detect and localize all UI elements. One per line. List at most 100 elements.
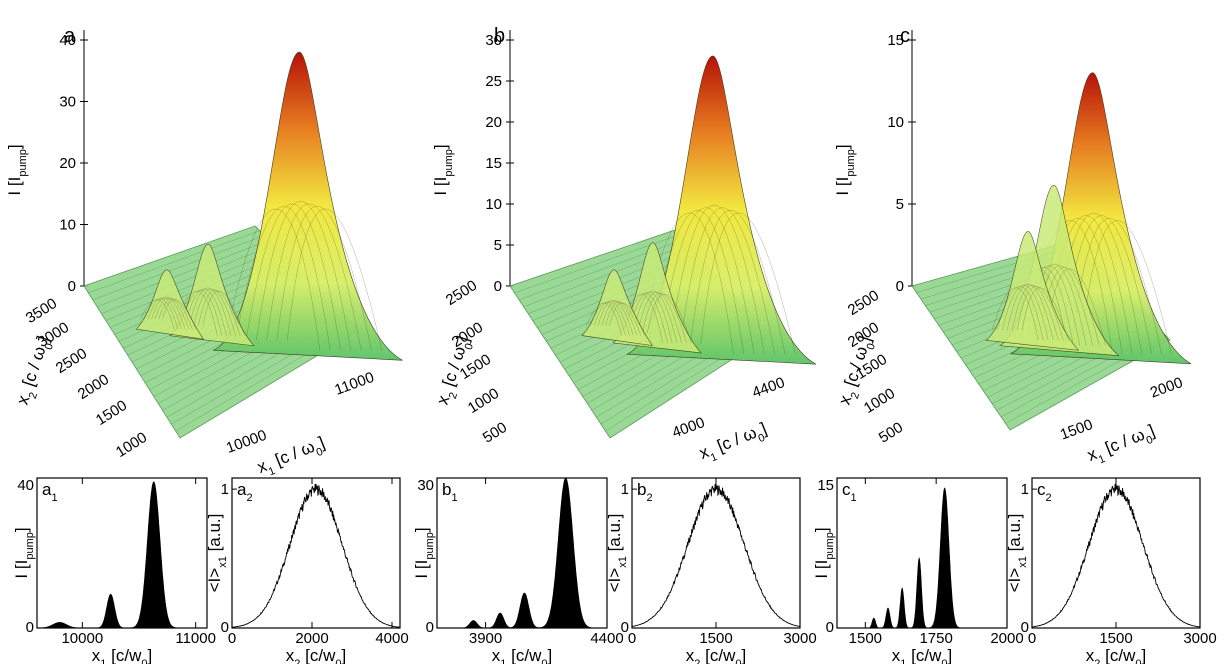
- panel-label: c2: [1037, 480, 1052, 504]
- x-tick-label: 4000: [375, 630, 408, 647]
- x-tick-label: 0: [228, 630, 236, 647]
- x1-axis-label: x1 [c / ω0]: [1085, 421, 1160, 470]
- surface-ridge: [642, 293, 687, 343]
- panel-label: b: [494, 25, 505, 47]
- x-axis-label: x1 [c/w0]: [492, 646, 552, 664]
- x1-tick-label: 10000: [224, 427, 269, 457]
- z-tick-label: 0: [896, 278, 904, 295]
- x-tick-label: 10000: [61, 630, 103, 647]
- x1-tick-label: 11000: [332, 369, 376, 399]
- x-tick-label: 1750: [919, 630, 952, 647]
- surface-ridge: [637, 291, 682, 343]
- panel-label: c1: [842, 480, 857, 504]
- surface-ridge: [198, 290, 241, 336]
- z-tick-label: 10: [59, 217, 76, 234]
- surface-ridge: [593, 301, 630, 336]
- x1-tick-label: 4000: [670, 414, 707, 441]
- y-axis-label: <I>x1 [a.u.]: [1005, 514, 1029, 593]
- surface-ridge: [147, 297, 182, 330]
- profile-line: [231, 483, 401, 628]
- surface-ridge: [597, 300, 634, 336]
- x1-tick-label: 4400: [750, 374, 787, 401]
- z-tick-label: 30: [59, 94, 76, 111]
- y-tick-label: 0: [1021, 619, 1029, 636]
- x-tick-label: 2000: [295, 630, 328, 647]
- surface-ridge: [605, 302, 642, 336]
- z-tick-label: 5: [896, 196, 904, 213]
- x-axis-label: x1 [c/w0]: [892, 646, 952, 664]
- surface-gridline: [523, 244, 689, 307]
- y-axis-label: <I>x1 [a.u.]: [205, 514, 229, 593]
- surface-gridline: [88, 230, 260, 294]
- surface-ridge: [184, 288, 227, 336]
- z-tick-label: 40: [59, 32, 76, 49]
- z-tick-label: 15: [485, 155, 502, 172]
- x-tick-label: 1500: [849, 630, 882, 647]
- surface-ridge: [202, 291, 245, 336]
- x1-tick-label: 1500: [1058, 416, 1095, 443]
- y-tick-label: 0: [426, 619, 434, 636]
- surface-ridge: [601, 301, 638, 336]
- y-tick-label: 1: [221, 481, 229, 498]
- z-tick-label: 0: [494, 278, 502, 295]
- x-tick-label: 0: [628, 630, 636, 647]
- y-tick-label: 15: [817, 477, 834, 494]
- z-tick-label: 10: [485, 196, 502, 213]
- plot-frame: [631, 477, 801, 629]
- surface-peak: [581, 269, 654, 346]
- y-tick-label: 1: [621, 481, 629, 498]
- x2-tick-label: 3500: [23, 295, 60, 327]
- surface-gridline: [92, 235, 265, 301]
- plot-frame: [436, 477, 608, 629]
- x-axis-label: x2 [c/w0]: [286, 646, 346, 664]
- surface-gridline: [105, 249, 279, 321]
- profile-panel-c2: 0 1500 3000 0 1 c2 x2 [c/w0] <I>x1 [a.u.]: [1005, 477, 1217, 664]
- profile-line: [1031, 483, 1201, 628]
- profile-panel-a1: 10000 11000 0 40 a1 x1 [c/w0] I [Ipump]: [12, 477, 216, 664]
- y-tick-label: 0: [221, 619, 229, 636]
- z-tick-label: 25: [485, 73, 502, 90]
- profile-area: [437, 477, 607, 629]
- x2-tick-label: 500: [876, 419, 906, 447]
- x2-tick-label: 2000: [75, 371, 112, 403]
- panel-label: b1: [442, 480, 458, 504]
- surface-ridge: [609, 303, 645, 336]
- profile-line: [631, 483, 801, 627]
- plot-frame: [836, 477, 1008, 629]
- x2-tick-label: 2500: [53, 345, 90, 377]
- y-tick-label: 0: [621, 619, 629, 636]
- surface-ridge: [632, 290, 678, 343]
- y-axis-label: I [Ipump]: [812, 527, 836, 578]
- x-tick-label: 0: [1028, 630, 1036, 647]
- surface-ridge: [1080, 220, 1172, 354]
- x-tick-label: 4400: [590, 630, 623, 647]
- panel-label: a2: [237, 480, 253, 504]
- y-axis-label: I [Ipump]: [12, 527, 36, 578]
- x2-tick-label: 1000: [113, 429, 150, 461]
- y-tick-label: 40: [17, 477, 34, 494]
- z-tick-label: 15: [887, 32, 904, 49]
- profile-panel-b1: 3900 4400 0 30 b1 x1 [c/w0] I [Ipump]: [412, 477, 624, 664]
- x2-tick-label: 2500: [443, 277, 480, 309]
- z-tick-label: 30: [485, 32, 502, 49]
- x1-tick-label: 2000: [1148, 374, 1185, 401]
- surface-ridge: [155, 297, 189, 330]
- y-tick-label: 0: [26, 619, 34, 636]
- panel-label: c: [900, 25, 910, 47]
- panel-label: b2: [637, 480, 653, 504]
- x-tick-label: 3000: [783, 630, 816, 647]
- profile-area: [37, 481, 207, 629]
- z-axis-label: I [Ipump]: [833, 144, 857, 195]
- surface-ridge: [647, 294, 692, 344]
- x1-axis-label: x1 [c / ω0]: [697, 419, 772, 468]
- x2-tick-label: 500: [480, 419, 510, 447]
- plot-frame: [36, 477, 208, 629]
- profile-panel-a2: 0 2000 4000 0 1 a2 x2 [c/w0] <I>x1 [a.u.]: [205, 477, 409, 664]
- z-tick-label: 20: [59, 155, 76, 172]
- panel-label: a1: [42, 480, 58, 504]
